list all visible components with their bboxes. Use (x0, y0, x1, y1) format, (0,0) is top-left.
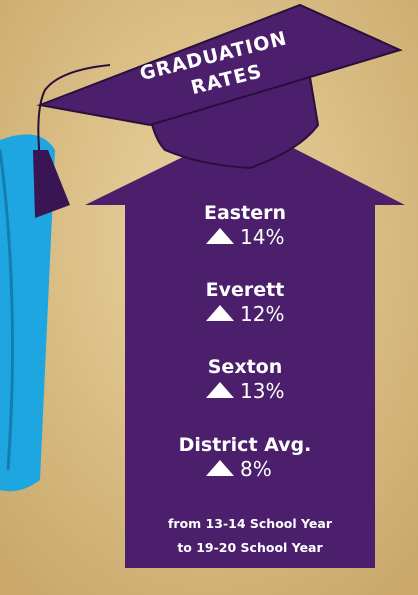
change: 12% (240, 302, 284, 326)
note: from 13-14 School Year (168, 516, 333, 531)
infographic: GRADUATION RATES Eastern14%Everett12%Sex… (0, 0, 418, 595)
school-name: Everett (206, 279, 285, 301)
change: 8% (240, 457, 272, 481)
note: to 19-20 School Year (177, 540, 323, 555)
school-name: District Avg. (179, 434, 312, 456)
school-name: Eastern (204, 202, 286, 224)
arrow (85, 125, 405, 568)
school-name: Sexton (208, 356, 283, 378)
change: 13% (240, 379, 284, 403)
change: 14% (240, 225, 284, 249)
